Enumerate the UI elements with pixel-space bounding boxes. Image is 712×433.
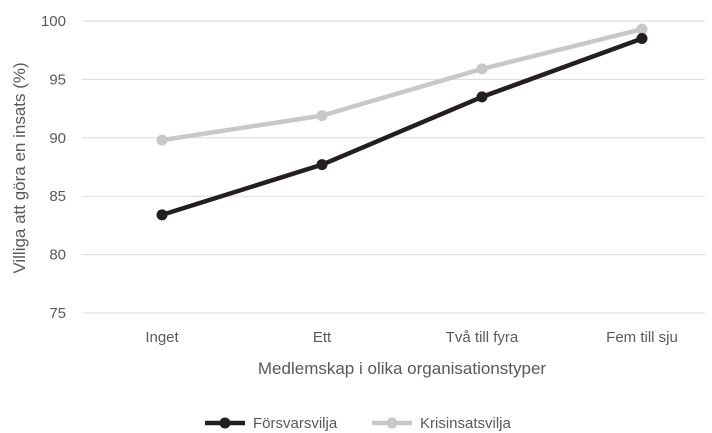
x-tick-label: Ett xyxy=(313,329,332,346)
data-point xyxy=(156,209,168,221)
legend-swatch-marker xyxy=(219,417,231,429)
legend-item: Försvarsvilja xyxy=(205,415,338,432)
series-krisinsatsvilja xyxy=(156,23,648,146)
series-lines xyxy=(156,23,648,221)
legend-swatch-marker xyxy=(386,417,398,429)
gridlines xyxy=(82,20,705,314)
series-f-rsvarsvilja xyxy=(156,33,648,221)
x-axis-title: Medlemskap i olika organisationstyper xyxy=(258,359,547,378)
data-point xyxy=(476,63,488,75)
legend-label: Krisinsatsvilja xyxy=(420,415,512,432)
y-axis-title: Villiga att göra en insats (%) xyxy=(10,62,29,273)
data-point xyxy=(316,110,328,122)
y-tick-label: 85 xyxy=(49,188,66,205)
data-point xyxy=(156,134,168,146)
series-line xyxy=(161,36,643,218)
y-tick-label: 75 xyxy=(49,305,66,322)
x-axis-ticks: Inget Ett Två till fyra Fem till sju xyxy=(145,329,678,346)
y-axis-ticks: 75 80 85 90 95 100 xyxy=(41,13,66,322)
x-tick-label: Fem till sju xyxy=(606,329,678,346)
data-point xyxy=(316,159,328,171)
y-tick-label: 80 xyxy=(49,247,66,264)
y-tick-label: 100 xyxy=(41,13,66,30)
series-line xyxy=(161,26,643,143)
legend-label: Försvarsvilja xyxy=(253,415,338,432)
legend: Försvarsvilja Krisinsatsvilja xyxy=(205,415,512,432)
y-tick-label: 90 xyxy=(49,130,66,147)
y-tick-label: 95 xyxy=(49,71,66,88)
legend-item: Krisinsatsvilja xyxy=(372,415,512,432)
x-tick-label: Två till fyra xyxy=(446,329,519,346)
data-point xyxy=(476,91,488,103)
data-point xyxy=(636,23,648,35)
data-point xyxy=(636,33,648,45)
x-tick-label: Inget xyxy=(145,329,179,346)
